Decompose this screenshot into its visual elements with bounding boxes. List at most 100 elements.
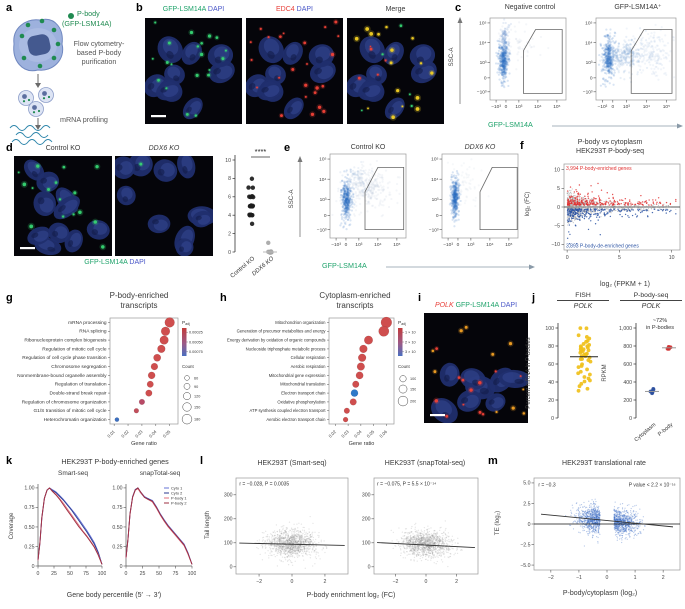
svg-text:Cyto 1: Cyto 1 (171, 485, 182, 490)
svg-text:600: 600 (623, 362, 632, 368)
pbody-enrichment-axis-label: P-body enrichment log₂ (FC) (306, 592, 396, 599)
svg-text:10³: 10³ (480, 60, 487, 66)
svg-text:0: 0 (345, 242, 348, 248)
micrograph-polk-fish (424, 313, 528, 423)
panel-a-label: a (6, 2, 13, 14)
svg-text:0.03: 0.03 (134, 429, 144, 439)
svg-text:Gene ratio: Gene ratio (349, 441, 375, 447)
l-title-snaptotalseq: HEK293T (snapTotal-seq) (384, 460, 466, 467)
svg-text:P-body 2: P-body 2 (171, 500, 187, 505)
flow-neg-title: Negative control (504, 4, 556, 11)
svg-text:Count: Count (398, 364, 410, 369)
k-title: HEK293T P-body-enriched genes (61, 457, 169, 466)
svg-text:10³: 10³ (320, 197, 327, 203)
svg-text:Double-strand break repair: Double-strand break repair (49, 390, 106, 396)
f-title-line1: P-body vs cytoplasm (577, 139, 643, 146)
svg-text:Regulation of mitotic cell cyc: Regulation of mitotic cell cycle (42, 346, 107, 352)
svg-text:0: 0 (505, 104, 508, 110)
polk-enrichment-note: ~72% in P-bodies (636, 318, 684, 331)
svg-text:10⁴: 10⁴ (374, 242, 381, 248)
svg-text:8: 8 (228, 176, 231, 182)
svg-text:200: 200 (410, 399, 416, 403)
panel-k-label: k (6, 455, 13, 467)
svg-text:10⁵: 10⁵ (431, 157, 438, 163)
svg-text:−10³: −10³ (317, 227, 327, 233)
svg-text:Regulation of translation: Regulation of translation (55, 382, 107, 388)
dapi-label: DAPI (498, 302, 518, 309)
panel-i-label: i (418, 292, 422, 304)
svg-text:0.00025: 0.00025 (189, 331, 203, 335)
svg-text:Cytoplasm: Cytoplasm (634, 422, 658, 444)
workflow-step1-line1: Flow cytometry- (73, 39, 125, 48)
coverage-plot-smartseq: 1.00 0.75 0.50 0.25 0 0 25 50 75 100 (22, 480, 106, 586)
svg-text:Aerobic electron transport cha: Aerobic electron transport chain (266, 417, 326, 422)
svg-text:1.00: 1.00 (24, 486, 34, 492)
svg-text:1,000: 1,000 (619, 326, 632, 332)
svg-text:−10³: −10³ (491, 104, 501, 110)
svg-text:Cyto 2: Cyto 2 (171, 490, 182, 495)
micro-b3-title: Merge (385, 6, 406, 13)
svg-text:1.00: 1.00 (112, 486, 122, 492)
svg-text:200: 200 (623, 398, 632, 404)
flow-plot-gfp-lsm14a: 10⁵ 10⁴ 10³ 0 −10³ −10³ 0 10³ 10⁴ 10⁵ (574, 12, 680, 122)
svg-text:25: 25 (51, 571, 57, 577)
svg-text:0.00075: 0.00075 (189, 350, 203, 354)
workflow-step1-line2: based P-body (76, 48, 122, 57)
svg-text:5: 5 (557, 186, 560, 192)
svg-text:0.04: 0.04 (148, 429, 158, 439)
svg-text:90: 90 (194, 385, 198, 389)
f-title-line2: HEK293T P-body-seq (576, 148, 644, 155)
svg-text:0.25: 0.25 (24, 544, 34, 550)
svg-text:10⁴: 10⁴ (486, 242, 493, 248)
micro-i-title: POLK GFP-LSM14A DAPI (420, 302, 532, 310)
svg-text:RNA splicing: RNA splicing (79, 329, 107, 335)
svg-text:0: 0 (228, 250, 231, 256)
fish-gene-label: POLK (573, 303, 593, 310)
gfp-lsm14a-label: GFP-LSM14A (162, 6, 206, 13)
svg-text:Oxidative phosphorylation: Oxidative phosphorylation (277, 399, 326, 404)
svg-text:−10³: −10³ (443, 242, 453, 248)
translational-rate-scatter: 5.0 2.5 0 −2.5 −5.0 −2 −1 0 1 2 r = −0.3 P value < … (508, 470, 685, 582)
svg-text:G1/S transition of mitotic cel: G1/S transition of mitotic cell cycle (33, 408, 106, 414)
svg-text:P-body: P-body (657, 422, 674, 438)
micrograph-ddx6-ko (115, 156, 213, 256)
svg-text:Cellular respiration: Cellular respiration (291, 355, 327, 360)
micrograph-merge (347, 18, 444, 124)
panel-f-label: f (520, 140, 524, 152)
panel-j-label: j (532, 292, 536, 304)
svg-text:10³: 10³ (432, 197, 439, 203)
svg-text:0: 0 (629, 416, 632, 422)
svg-text:300: 300 (224, 493, 233, 499)
svg-text:10⁵: 10⁵ (319, 157, 326, 163)
svg-text:Count: Count (182, 364, 194, 369)
svg-text:5: 5 (618, 255, 621, 261)
svg-text:0: 0 (551, 416, 554, 422)
svg-text:3 × 10⁻¹⁴: 3 × 10⁻¹⁴ (405, 350, 416, 354)
svg-text:0.25: 0.25 (112, 544, 122, 550)
svg-text:0: 0 (125, 571, 128, 577)
flow-plot-negative-control: 10⁵ 10⁴ 10³ 0 −10³ −10³ 0 10³ 10⁴ 10⁵ (470, 12, 570, 122)
l-title-smartseq: HEK293T (Smart-seq) (257, 460, 327, 467)
k-sub-smartseq: Smart-seq (58, 470, 88, 477)
svg-text:mRNA processing: mRNA processing (68, 320, 107, 326)
pbody-vs-cytoplasm-ma-plot: 10 5 0 −5 −10 0 5 10 3,994 P-body-enriched genes… (538, 158, 685, 280)
svg-text:10: 10 (225, 158, 231, 164)
svg-text:40: 40 (548, 380, 554, 386)
svg-text:10: 10 (669, 255, 675, 261)
svg-text:0: 0 (566, 255, 569, 261)
panel-m-label: m (488, 455, 498, 467)
svg-text:0.00050: 0.00050 (189, 340, 203, 344)
flow-plot-control-ko: 10⁵ 10⁴ 10³ 0 −10³ −10³ 0 10³ 10⁴ 10⁵ (308, 150, 410, 262)
svg-text:10⁴: 10⁴ (431, 177, 438, 183)
pbody-purification-diagram (2, 8, 142, 148)
gfp-lsm14a-label: GFP-LSM14A (453, 302, 499, 309)
gfp-axis-arrow (552, 123, 683, 129)
dapi-label: DAPI (294, 6, 313, 13)
ddx6-ko-title: DDX6 KO (148, 145, 180, 152)
svg-text:75: 75 (173, 571, 179, 577)
pbody-seq-polk-plot: 1,000 800 600 400 200 0 Cytoplasm P-body (612, 316, 685, 449)
pbody-cytoplasm-axis-label: P-body/cytoplasm (log₂) (562, 590, 638, 597)
svg-text:10⁵: 10⁵ (553, 104, 560, 110)
control-ko-title: Control KO (45, 145, 81, 152)
svg-text:Mitochondrial translation: Mitochondrial translation (280, 382, 326, 387)
